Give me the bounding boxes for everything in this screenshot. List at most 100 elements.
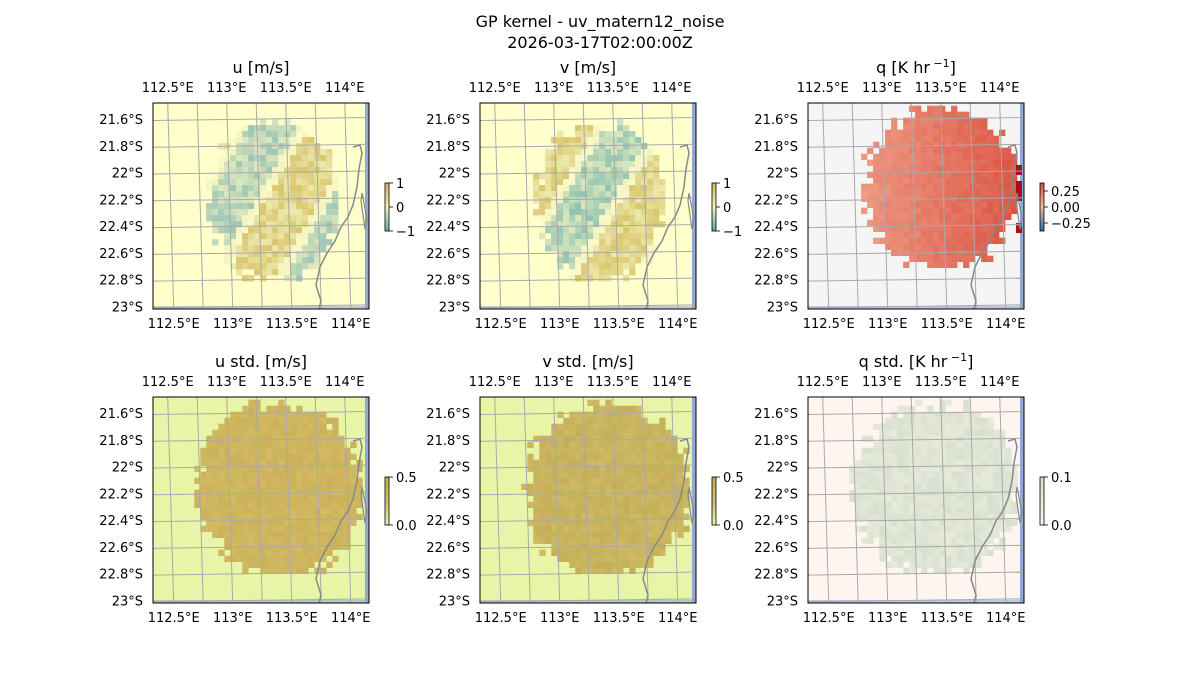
data-cell — [575, 263, 582, 270]
data-cell — [569, 459, 576, 466]
data-cell — [290, 197, 297, 204]
data-cell — [611, 179, 618, 186]
data-cell — [951, 519, 958, 526]
data-cell — [533, 209, 540, 216]
data-cell — [569, 137, 576, 144]
data-cell — [909, 183, 916, 190]
data-cell — [218, 161, 225, 168]
data-cell — [963, 471, 970, 478]
data-cell — [599, 143, 606, 150]
data-cell — [551, 465, 558, 472]
data-cell — [981, 477, 988, 484]
data-cell — [296, 263, 303, 270]
data-cell — [278, 567, 285, 574]
data-cell — [915, 507, 922, 514]
data-cell — [242, 513, 249, 520]
data-cell — [909, 489, 916, 496]
data-cell — [975, 441, 982, 448]
data-cell — [236, 489, 243, 496]
data-cell — [879, 531, 886, 538]
data-cell — [587, 459, 594, 466]
data-cell — [885, 447, 892, 454]
data-cell — [296, 125, 303, 132]
data-cell — [635, 495, 642, 502]
gridline-lon — [167, 103, 175, 309]
data-cell — [545, 513, 552, 520]
data-cell — [224, 513, 231, 520]
data-cell — [933, 507, 940, 514]
data-cell — [296, 519, 303, 526]
y-tick-label: 21.6°S — [754, 113, 798, 128]
data-cell — [939, 255, 946, 262]
data-cell — [593, 435, 600, 442]
data-cell — [659, 495, 666, 502]
data-cell — [981, 537, 988, 544]
data-cell — [617, 495, 624, 502]
data-cell — [635, 221, 642, 228]
data-cell — [218, 507, 225, 514]
data-cell — [338, 453, 345, 460]
data-cell — [272, 525, 279, 532]
data-cell — [605, 131, 612, 138]
data-cell — [987, 153, 994, 160]
data-cell — [891, 159, 898, 166]
x-tick-label-top: 112.5°E — [469, 375, 521, 390]
data-cell — [290, 155, 297, 162]
data-cell — [242, 519, 249, 526]
data-cell — [945, 177, 952, 184]
data-cell — [647, 471, 654, 478]
gridline-lon — [553, 397, 561, 603]
data-cell — [611, 555, 618, 562]
data-cell — [581, 179, 588, 186]
data-cell — [569, 441, 576, 448]
data-cell — [290, 179, 297, 186]
data-cell — [593, 221, 600, 228]
data-cell — [296, 549, 303, 556]
data-cell — [200, 459, 207, 466]
data-cell — [629, 561, 636, 568]
data-cell — [266, 561, 273, 568]
data-cell — [284, 179, 291, 186]
data-cell — [308, 537, 315, 544]
data-cell — [212, 483, 219, 490]
data-cell — [605, 471, 612, 478]
data-cell — [224, 221, 231, 228]
data-cell — [927, 165, 934, 172]
data-cell — [587, 513, 594, 520]
data-cell — [647, 531, 654, 538]
data-cell — [915, 171, 922, 178]
y-tick-label: 21.8°S — [99, 140, 143, 155]
data-cell — [557, 173, 564, 180]
data-cell — [659, 209, 666, 216]
data-cell — [891, 201, 898, 208]
gridline-lon — [851, 103, 859, 309]
data-cell — [224, 227, 231, 234]
data-cell — [278, 173, 285, 180]
data-cell — [665, 537, 672, 544]
data-cell — [332, 215, 339, 222]
data-cell — [963, 165, 970, 172]
data-cell — [611, 203, 618, 210]
data-cell — [218, 549, 225, 556]
data-cell — [975, 411, 982, 418]
data-cell — [593, 417, 600, 424]
data-cell — [891, 171, 898, 178]
data-cell — [629, 215, 636, 222]
data-cell — [957, 423, 964, 430]
data-cell — [314, 209, 321, 216]
data-cell — [563, 155, 570, 162]
data-cell — [236, 459, 243, 466]
data-cell — [230, 221, 237, 228]
data-cell — [278, 131, 285, 138]
data-cell — [623, 221, 630, 228]
data-cell — [611, 423, 618, 430]
data-cell — [885, 513, 892, 520]
data-cell — [212, 221, 219, 228]
data-cell — [206, 209, 213, 216]
y-tick-label: 22.8°S — [99, 274, 143, 289]
data-cell — [539, 531, 546, 538]
data-cell — [302, 465, 309, 472]
data-cell — [593, 399, 600, 406]
data-cell — [617, 549, 624, 556]
data-cell — [314, 227, 321, 234]
